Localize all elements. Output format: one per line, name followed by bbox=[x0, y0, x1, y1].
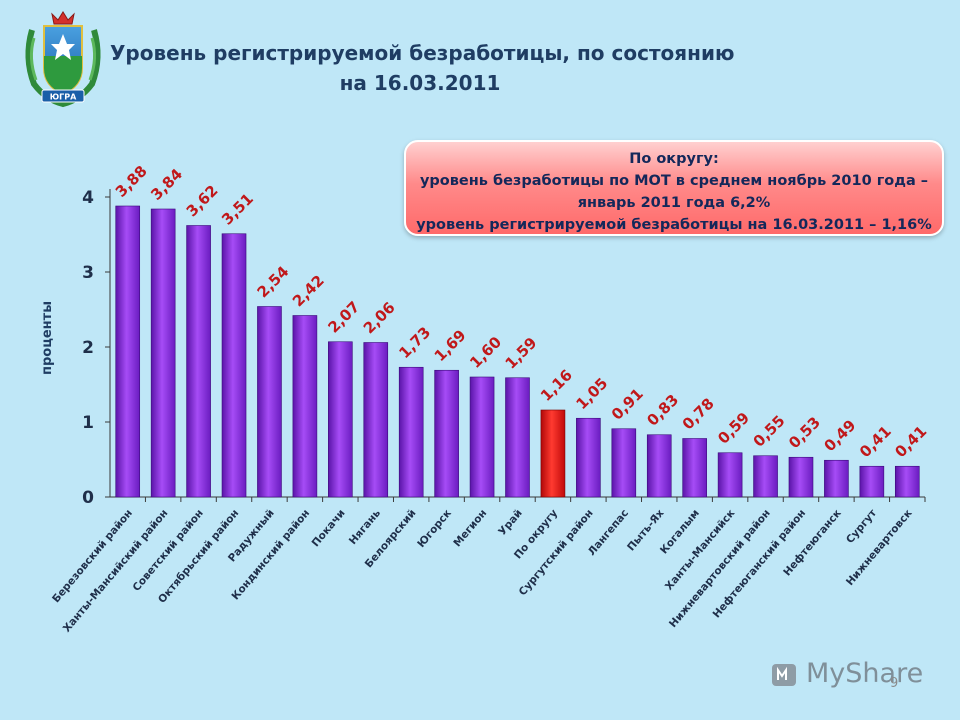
value-label: 3,88 bbox=[112, 162, 151, 201]
bar bbox=[576, 417, 601, 498]
chart-y-tick-labels: 0 1 2 3 4 bbox=[82, 188, 94, 508]
value-label: 0,49 bbox=[821, 416, 860, 455]
emblem-label: ЮГРА bbox=[50, 93, 77, 102]
value-label: 0,83 bbox=[643, 391, 682, 430]
summary-line-2: уровень безработицы по МОТ в среднем ноя… bbox=[419, 173, 929, 189]
value-label: 2,42 bbox=[289, 271, 328, 310]
y-axis-label: проценты bbox=[40, 301, 55, 375]
title-line-1: Уровень регистрируемой безработицы, по с… bbox=[110, 41, 735, 65]
x-tick-label: Югорск bbox=[415, 507, 454, 550]
x-tick-label: Урай bbox=[496, 507, 525, 538]
myshare-logo-icon bbox=[772, 664, 796, 686]
value-label: 1,69 bbox=[431, 326, 470, 365]
x-tick-label: Сургут bbox=[844, 507, 880, 546]
value-label: 2,54 bbox=[254, 262, 293, 301]
y-tick-label: 0 bbox=[82, 488, 94, 508]
bar bbox=[257, 306, 282, 498]
bar bbox=[292, 315, 318, 498]
value-label: 0,41 bbox=[891, 422, 930, 461]
bar bbox=[682, 438, 707, 498]
value-label: 1,16 bbox=[537, 366, 576, 405]
bar bbox=[646, 434, 672, 498]
title-line-2: на 16.03.2011 bbox=[339, 71, 501, 95]
bar bbox=[328, 341, 353, 498]
watermark: MyShare bbox=[770, 656, 924, 696]
value-label: 1,59 bbox=[502, 334, 541, 373]
bar bbox=[363, 342, 389, 498]
x-tick-label: Нижневартовск bbox=[844, 507, 915, 588]
value-label: 0,41 bbox=[856, 422, 895, 461]
bar-highlight bbox=[540, 409, 566, 498]
y-tick-label: 2 bbox=[82, 338, 94, 358]
bar bbox=[788, 456, 814, 498]
bar bbox=[434, 369, 459, 498]
x-tick-label: Покачи bbox=[310, 507, 348, 549]
y-tick-label: 3 bbox=[82, 263, 94, 283]
bar bbox=[115, 205, 141, 498]
value-label: 2,07 bbox=[324, 298, 363, 337]
x-tick-label: Мегион bbox=[451, 507, 489, 549]
bar bbox=[186, 225, 211, 498]
summary-line-3: январь 2011 года 6,2% bbox=[577, 195, 771, 211]
district-summary-box: По округу: уровень безработицы по МОТ в … bbox=[404, 140, 944, 236]
summary-line-4: уровень регистрируемой безработицы на 16… bbox=[416, 217, 932, 233]
chart-bars bbox=[115, 205, 920, 498]
bar bbox=[150, 208, 176, 498]
bar bbox=[398, 366, 424, 498]
bar bbox=[717, 452, 743, 498]
bar bbox=[469, 376, 495, 498]
watermark-text: MyShare bbox=[806, 658, 924, 689]
bar bbox=[611, 428, 637, 498]
value-label: 0,59 bbox=[714, 409, 753, 448]
value-label: 2,06 bbox=[360, 298, 399, 337]
bar bbox=[859, 465, 885, 498]
page-number: 9 bbox=[890, 676, 899, 691]
bar bbox=[753, 455, 778, 498]
page-title: Уровень регистрируемой безработицы, по с… bbox=[110, 38, 735, 98]
value-label: 0,55 bbox=[750, 412, 789, 451]
bar bbox=[221, 233, 247, 498]
bar bbox=[894, 465, 920, 498]
value-label: 1,73 bbox=[395, 323, 434, 362]
value-label: 3,51 bbox=[218, 190, 257, 229]
x-tick-label: Ханты-Мансийск bbox=[663, 507, 737, 592]
value-label: 1,60 bbox=[466, 333, 505, 372]
value-label: 1,05 bbox=[572, 374, 611, 413]
value-label: 3,84 bbox=[147, 165, 186, 204]
y-tick-label: 4 bbox=[82, 188, 94, 208]
bar bbox=[505, 377, 530, 498]
x-tick-label: Нягань bbox=[347, 507, 383, 547]
value-label: 0,91 bbox=[608, 385, 647, 424]
value-label: 0,78 bbox=[679, 394, 718, 433]
value-label: 3,62 bbox=[183, 181, 222, 220]
value-label: 0,53 bbox=[785, 413, 824, 452]
summary-line-1: По округу: bbox=[629, 151, 719, 167]
coat-of-arms-emblem: ЮГРА bbox=[25, 11, 101, 108]
y-tick-label: 1 bbox=[82, 413, 94, 433]
bar bbox=[824, 459, 849, 498]
